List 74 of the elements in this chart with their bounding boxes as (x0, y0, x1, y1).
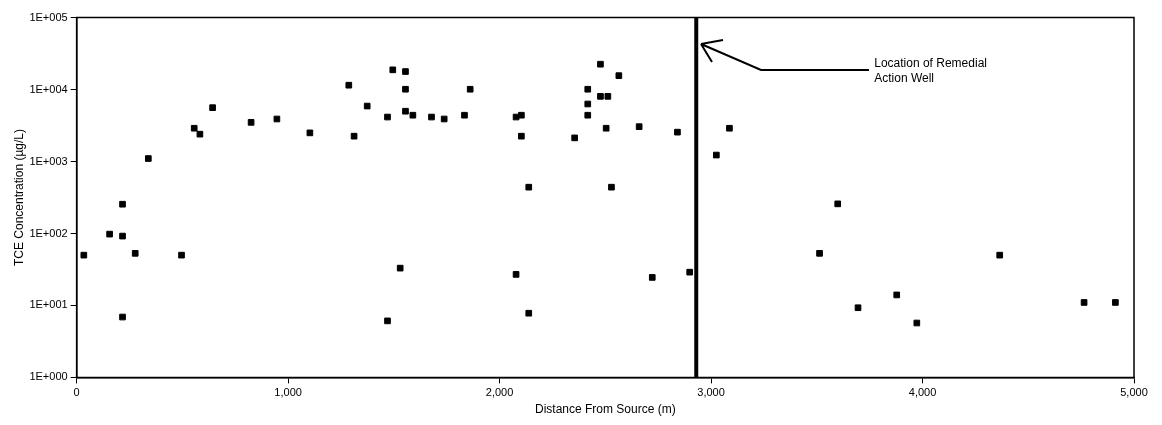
point (196, 130, 204, 138)
point (119, 200, 126, 208)
x-tick-label: 2,000 (485, 386, 514, 399)
point (913, 319, 921, 327)
point (384, 113, 391, 121)
point (648, 274, 656, 281)
point (584, 100, 592, 108)
point (190, 124, 198, 132)
y-tick-label: 1E+005 (29, 10, 68, 23)
point (389, 66, 397, 74)
point (597, 93, 604, 100)
point (119, 313, 126, 321)
point (384, 317, 391, 325)
point (512, 113, 520, 121)
point (402, 68, 409, 75)
x-tick-label: 3,000 (697, 386, 725, 399)
point (597, 60, 604, 68)
point (144, 155, 152, 162)
point (247, 119, 255, 126)
x-tick-label: 1,000 (274, 386, 302, 399)
point (209, 104, 216, 112)
point (525, 183, 533, 191)
y-tick-label: 1E+000 (29, 370, 68, 383)
point (402, 85, 409, 93)
point (584, 111, 592, 119)
point (131, 249, 139, 257)
point (518, 111, 525, 119)
point (512, 271, 520, 278)
x-tick-label: 0 (73, 386, 80, 399)
point (604, 93, 612, 100)
point (525, 309, 533, 317)
point (409, 111, 417, 119)
x-tick-label: 5,000 (1120, 386, 1148, 399)
x-tick-label: 4,000 (908, 386, 937, 399)
point (1080, 299, 1088, 306)
x-axis-title: Distance From Source (m) (534, 402, 676, 417)
point (273, 115, 281, 123)
y-axis-title: TCE Concentration (µg/L) (11, 129, 26, 266)
point (893, 291, 901, 299)
point (345, 81, 353, 89)
point (608, 183, 615, 191)
point (461, 111, 468, 119)
point (119, 232, 126, 240)
point (518, 132, 525, 140)
point (816, 249, 823, 257)
point (635, 123, 643, 130)
point (440, 115, 448, 123)
point (615, 72, 623, 79)
point (584, 85, 592, 93)
point (80, 251, 88, 259)
point (726, 124, 733, 132)
point (834, 200, 842, 208)
point (178, 251, 185, 259)
point (713, 151, 720, 159)
point (686, 268, 694, 276)
point (854, 304, 862, 312)
point (306, 129, 314, 137)
y-tick-label: 1E+003 (29, 154, 68, 167)
point (402, 107, 409, 115)
point (428, 113, 435, 121)
ref-line-label: Location of Remedial Action Well (874, 55, 988, 86)
y-tick-label: 1E+002 (29, 226, 68, 239)
point (466, 85, 474, 93)
point (106, 230, 113, 238)
point (674, 128, 681, 136)
point (571, 134, 578, 142)
y-tick-label: 1E+001 (29, 298, 68, 311)
point (350, 132, 358, 140)
y-tick-label: 1E+004 (29, 82, 68, 95)
point (396, 264, 404, 272)
point (996, 251, 1004, 259)
point (1112, 299, 1119, 306)
point (363, 102, 371, 110)
point (602, 124, 610, 132)
